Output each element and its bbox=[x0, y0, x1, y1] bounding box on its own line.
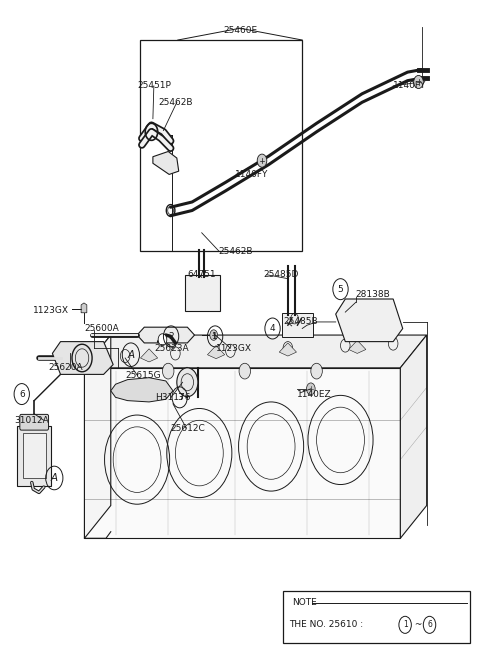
Text: ~: ~ bbox=[412, 620, 426, 629]
Text: 25462B: 25462B bbox=[158, 98, 193, 107]
Text: 5: 5 bbox=[337, 284, 343, 294]
Polygon shape bbox=[279, 343, 297, 356]
Text: 1140FY: 1140FY bbox=[235, 170, 269, 179]
Text: 1123GX: 1123GX bbox=[216, 344, 252, 353]
Polygon shape bbox=[84, 335, 111, 538]
Circle shape bbox=[257, 154, 267, 168]
Text: THE NO. 25610 :: THE NO. 25610 : bbox=[289, 620, 366, 629]
Text: 28138B: 28138B bbox=[355, 290, 390, 299]
Circle shape bbox=[311, 363, 323, 379]
Text: 25451P: 25451P bbox=[137, 81, 171, 91]
Text: A: A bbox=[127, 350, 134, 360]
FancyBboxPatch shape bbox=[20, 415, 48, 430]
Text: 25612C: 25612C bbox=[170, 424, 205, 433]
Polygon shape bbox=[153, 152, 179, 174]
FancyBboxPatch shape bbox=[185, 275, 220, 311]
Polygon shape bbox=[111, 378, 173, 402]
Text: NOTE: NOTE bbox=[292, 598, 316, 607]
Text: 25462B: 25462B bbox=[218, 246, 253, 256]
Text: 1: 1 bbox=[212, 332, 218, 341]
Polygon shape bbox=[52, 342, 113, 374]
Bar bbox=[23, 434, 46, 478]
Text: 2: 2 bbox=[168, 332, 174, 341]
Bar bbox=[283, 591, 470, 643]
FancyBboxPatch shape bbox=[282, 313, 313, 337]
Circle shape bbox=[177, 368, 198, 397]
Polygon shape bbox=[81, 303, 87, 313]
Text: 1140EZ: 1140EZ bbox=[298, 390, 332, 399]
Circle shape bbox=[158, 334, 167, 346]
Polygon shape bbox=[207, 346, 225, 359]
Text: A: A bbox=[51, 473, 58, 483]
Text: 25620A: 25620A bbox=[48, 363, 83, 373]
Circle shape bbox=[210, 330, 217, 340]
Circle shape bbox=[239, 363, 251, 379]
Polygon shape bbox=[84, 368, 400, 538]
Circle shape bbox=[162, 363, 174, 379]
Text: 6: 6 bbox=[19, 390, 24, 399]
Text: 25615G: 25615G bbox=[125, 371, 161, 380]
Text: 31012A: 31012A bbox=[14, 416, 49, 425]
Text: 1140FY: 1140FY bbox=[393, 81, 427, 91]
Circle shape bbox=[414, 76, 423, 89]
Polygon shape bbox=[84, 335, 427, 368]
FancyBboxPatch shape bbox=[17, 426, 51, 486]
Circle shape bbox=[307, 383, 315, 395]
Text: 25485B: 25485B bbox=[283, 317, 318, 327]
Text: 4: 4 bbox=[270, 324, 276, 333]
Polygon shape bbox=[348, 340, 366, 353]
Polygon shape bbox=[137, 327, 194, 343]
Polygon shape bbox=[336, 299, 403, 342]
Text: 25623A: 25623A bbox=[155, 344, 190, 353]
Text: 64751: 64751 bbox=[187, 270, 216, 279]
Text: 25600A: 25600A bbox=[84, 324, 119, 333]
Text: 1: 1 bbox=[403, 620, 408, 629]
Polygon shape bbox=[141, 349, 157, 362]
Polygon shape bbox=[400, 335, 427, 538]
Text: 3: 3 bbox=[177, 393, 182, 402]
Bar bbox=[141, 40, 302, 251]
Text: 25460E: 25460E bbox=[223, 26, 257, 35]
Text: 1123GX: 1123GX bbox=[33, 306, 69, 315]
Text: H31176: H31176 bbox=[155, 393, 190, 402]
Text: 6: 6 bbox=[427, 620, 432, 629]
Text: 25485D: 25485D bbox=[263, 270, 299, 279]
